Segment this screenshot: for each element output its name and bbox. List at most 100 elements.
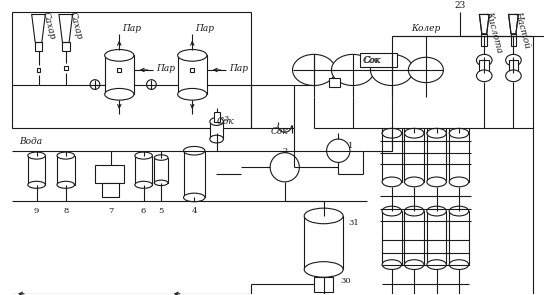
- Text: 1: 1: [348, 142, 353, 150]
- Text: 2: 2: [282, 147, 288, 155]
- Text: 8: 8: [63, 207, 68, 215]
- Ellipse shape: [477, 70, 492, 82]
- Bar: [479, 60, 489, 76]
- Text: Сок: Сок: [364, 56, 381, 65]
- Bar: [314, 277, 333, 292]
- Ellipse shape: [210, 118, 224, 125]
- Text: Сок: Сок: [217, 117, 234, 126]
- Ellipse shape: [404, 206, 424, 216]
- Ellipse shape: [105, 50, 134, 61]
- Ellipse shape: [506, 70, 521, 82]
- Ellipse shape: [105, 88, 134, 100]
- Ellipse shape: [28, 181, 45, 188]
- Bar: [57, 155, 74, 185]
- Ellipse shape: [183, 146, 205, 155]
- Ellipse shape: [57, 181, 74, 188]
- Text: Сок: Сок: [270, 127, 288, 136]
- Circle shape: [327, 139, 350, 163]
- Bar: [102, 183, 120, 197]
- Bar: [183, 151, 205, 197]
- Bar: [427, 211, 446, 265]
- Ellipse shape: [183, 193, 205, 202]
- Bar: [482, 34, 487, 46]
- Ellipse shape: [177, 88, 207, 100]
- Text: Пар: Пар: [195, 24, 214, 33]
- Circle shape: [270, 153, 299, 182]
- Text: 30: 30: [340, 277, 351, 285]
- Bar: [177, 55, 207, 94]
- Bar: [404, 211, 424, 265]
- Ellipse shape: [477, 54, 492, 66]
- Ellipse shape: [427, 260, 446, 269]
- Text: 9: 9: [34, 207, 39, 215]
- Bar: [36, 68, 40, 72]
- Ellipse shape: [404, 260, 424, 269]
- Bar: [12, 12, 251, 128]
- Ellipse shape: [177, 50, 207, 61]
- Circle shape: [147, 80, 156, 89]
- Text: Сахар: Сахар: [68, 10, 84, 40]
- Ellipse shape: [135, 181, 153, 188]
- Bar: [304, 216, 343, 269]
- Ellipse shape: [449, 177, 469, 187]
- Ellipse shape: [449, 128, 469, 138]
- Ellipse shape: [506, 54, 521, 66]
- Bar: [154, 158, 168, 183]
- Ellipse shape: [382, 206, 402, 216]
- Text: Пар: Пар: [156, 63, 175, 73]
- Text: Вода: Вода: [19, 137, 42, 146]
- Ellipse shape: [57, 152, 74, 159]
- Ellipse shape: [382, 128, 402, 138]
- Ellipse shape: [449, 206, 469, 216]
- Ellipse shape: [154, 180, 168, 186]
- Bar: [449, 133, 469, 182]
- Bar: [117, 68, 121, 72]
- Bar: [360, 53, 397, 67]
- Text: Кислота: Кислота: [484, 10, 504, 54]
- Ellipse shape: [210, 135, 224, 143]
- Bar: [62, 42, 69, 51]
- Bar: [511, 34, 516, 46]
- Bar: [382, 211, 402, 265]
- Ellipse shape: [404, 128, 424, 138]
- Text: 4: 4: [192, 207, 197, 215]
- Ellipse shape: [427, 177, 446, 187]
- Ellipse shape: [135, 152, 153, 159]
- Bar: [382, 133, 402, 182]
- Text: 7: 7: [108, 207, 113, 215]
- Bar: [105, 55, 134, 94]
- Ellipse shape: [382, 260, 402, 269]
- Text: 5: 5: [159, 207, 164, 215]
- Ellipse shape: [382, 177, 402, 187]
- Bar: [214, 112, 219, 122]
- Ellipse shape: [449, 260, 469, 269]
- Ellipse shape: [427, 128, 446, 138]
- Bar: [427, 133, 446, 182]
- Text: 23: 23: [455, 1, 466, 10]
- Bar: [328, 78, 340, 88]
- Bar: [210, 122, 224, 139]
- Ellipse shape: [28, 152, 45, 159]
- Text: Сок: Сок: [363, 56, 380, 65]
- Text: 3: 3: [224, 115, 229, 123]
- Text: 31: 31: [348, 219, 359, 227]
- Polygon shape: [509, 14, 518, 34]
- Text: Настой: Настой: [514, 10, 532, 49]
- Ellipse shape: [404, 177, 424, 187]
- Ellipse shape: [154, 155, 168, 160]
- Bar: [449, 211, 469, 265]
- Bar: [64, 66, 68, 70]
- Text: Пар: Пар: [122, 24, 141, 33]
- Text: 6: 6: [141, 207, 146, 215]
- Bar: [509, 60, 518, 76]
- Ellipse shape: [370, 54, 413, 86]
- Ellipse shape: [427, 206, 446, 216]
- Ellipse shape: [304, 208, 343, 224]
- Ellipse shape: [293, 54, 336, 86]
- Circle shape: [90, 80, 100, 89]
- Polygon shape: [479, 14, 489, 34]
- Ellipse shape: [408, 57, 444, 83]
- Ellipse shape: [304, 262, 343, 277]
- Bar: [95, 165, 124, 183]
- Ellipse shape: [332, 54, 374, 86]
